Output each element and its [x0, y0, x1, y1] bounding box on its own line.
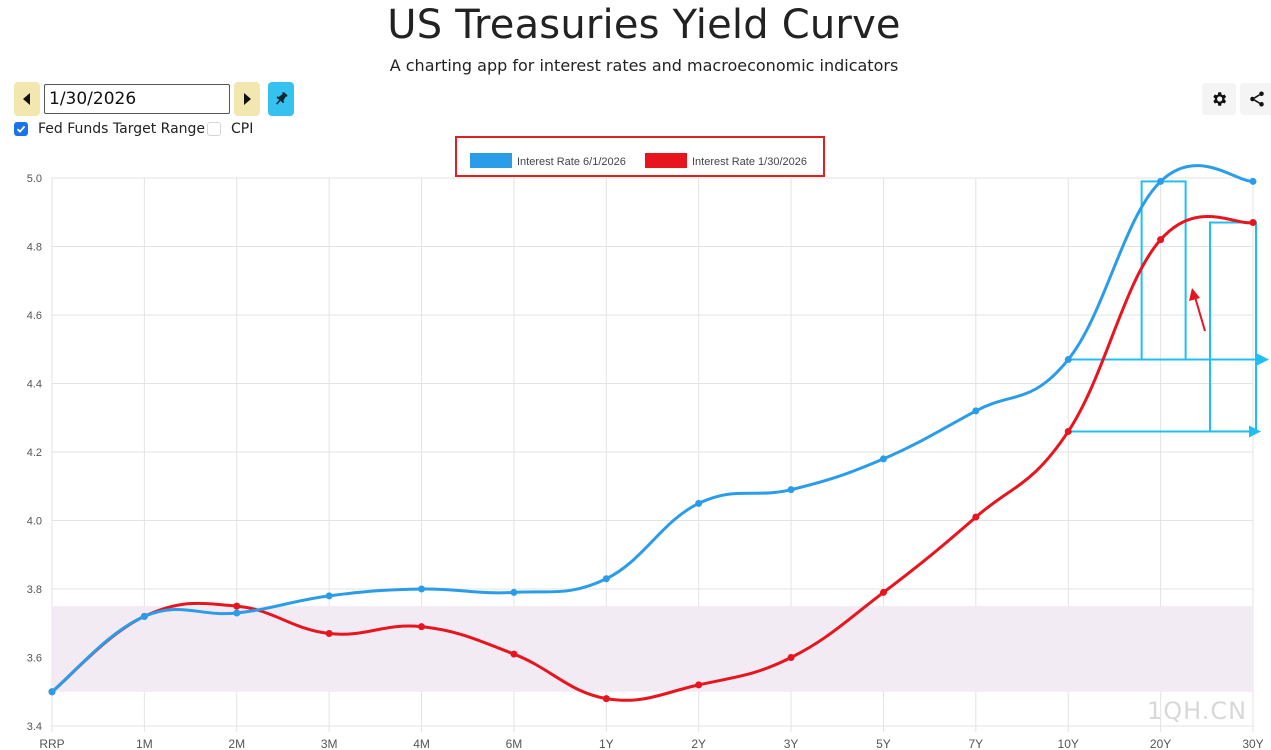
data-point: [1064, 427, 1072, 435]
x-tick-label: 7Y: [969, 737, 984, 750]
x-tick-label: 2M: [228, 737, 245, 750]
series-layer: [48, 164, 1257, 703]
x-tick-label: 20Y: [1150, 737, 1171, 750]
data-point: [972, 407, 980, 415]
data-point: [48, 688, 56, 696]
fed-funds-range-band: [52, 606, 1253, 692]
watermark: 1QH.CN: [1147, 697, 1248, 725]
data-point: [325, 630, 333, 638]
data-point: [879, 455, 887, 463]
page-subtitle: A charting app for interest rates and ma…: [389, 56, 899, 75]
y-tick-label: 4.2: [27, 447, 42, 459]
x-tick-label: RRP: [39, 737, 64, 750]
data-point: [879, 588, 887, 596]
annotation-box-20y: [1140, 180, 1187, 361]
y-tick-label: 5.0: [27, 173, 42, 185]
data-point: [972, 513, 980, 521]
y-tick-label: 4.4: [27, 379, 42, 391]
share-button[interactable]: [1240, 83, 1271, 115]
data-point: [1249, 219, 1257, 227]
data-point: [1249, 177, 1257, 185]
page-title: US Treasuries Yield Curve: [387, 2, 901, 48]
annotation-arrowhead: [1257, 353, 1269, 366]
series-line: [51, 164, 1254, 693]
gear-icon: [1213, 92, 1227, 106]
annotation-arrowhead: [1249, 425, 1261, 438]
data-point: [1157, 236, 1165, 244]
data-point: [602, 575, 610, 583]
legend-label[interactable]: Interest Rate 6/1/2026: [517, 156, 626, 168]
x-tick-label: 30Y: [1242, 737, 1263, 750]
legend-frame: [455, 136, 825, 177]
data-point: [1064, 356, 1072, 364]
data-point: [602, 695, 610, 703]
data-point: [325, 592, 333, 600]
settings-button[interactable]: [1202, 83, 1236, 115]
share-icon: [1250, 91, 1264, 107]
pin-button[interactable]: [268, 82, 294, 116]
y-tick-label: 4.8: [27, 242, 42, 254]
cpi-label: CPI: [231, 121, 254, 137]
annotation-red-arrow-line: [1194, 296, 1206, 332]
data-point: [695, 681, 703, 689]
fed-funds-checkbox[interactable]: [14, 122, 28, 136]
data-point: [510, 650, 518, 658]
data-point: [418, 585, 426, 593]
x-tick-label: 4M: [413, 737, 430, 750]
data-point: [695, 499, 703, 507]
x-tick-label: 10Y: [1058, 737, 1079, 750]
x-tick-label: 3Y: [784, 737, 799, 750]
y-tick-label: 4.0: [27, 516, 42, 528]
annotation-layer: [1068, 180, 1269, 438]
caret-left-icon: [23, 93, 30, 105]
fed-funds-toggle[interactable]: Fed Funds Target Range: [14, 120, 205, 138]
legend-label[interactable]: Interest Rate 1/30/2026: [692, 156, 807, 168]
data-point: [233, 609, 241, 617]
x-tick-label: 3M: [321, 737, 338, 750]
x-tick-label: 1M: [136, 737, 153, 750]
next-date-button[interactable]: [234, 82, 260, 116]
series-line: [51, 214, 1254, 702]
annotation-box-30y: [1209, 221, 1257, 433]
pin-icon: [276, 92, 288, 105]
x-tick-label: 6M: [506, 737, 523, 750]
data-point: [233, 602, 241, 610]
data-point: [787, 486, 795, 494]
data-point: [418, 623, 426, 631]
x-tick-label: 2Y: [691, 737, 706, 750]
y-tick-label: 3.8: [27, 584, 42, 596]
caret-right-icon: [244, 93, 251, 105]
annotation-red-arrowhead: [1189, 288, 1200, 301]
cpi-checkbox[interactable]: [207, 122, 221, 136]
date-input[interactable]: [44, 84, 230, 114]
data-point: [140, 612, 148, 620]
y-tick-label: 4.6: [27, 310, 42, 322]
fed-funds-band-layer: [52, 606, 1253, 692]
y-tick-label: 3.4: [27, 721, 42, 733]
checkmark-icon: [16, 125, 26, 133]
previous-date-button[interactable]: [14, 82, 40, 116]
data-point: [787, 654, 795, 661]
cpi-toggle[interactable]: CPI: [207, 120, 253, 138]
legend-swatch[interactable]: [470, 153, 512, 168]
y-tick-label: 3.6: [27, 653, 42, 665]
data-point: [510, 588, 518, 596]
data-point: [1157, 177, 1165, 185]
legend[interactable]: Interest Rate 6/1/2026 Interest Rate 1/30…: [455, 136, 825, 177]
x-tick-label: 1Y: [599, 737, 614, 750]
fed-funds-label: Fed Funds Target Range: [38, 121, 206, 137]
tick-layer: 3.4 3.6 3.8 4.0 4.2 4.4 4.6 4.8 5.0 RRP 1M 2M 3M 4M 6M…: [27, 173, 1264, 750]
x-tick-label: 5Y: [876, 737, 891, 750]
legend-swatch[interactable]: [645, 153, 687, 168]
